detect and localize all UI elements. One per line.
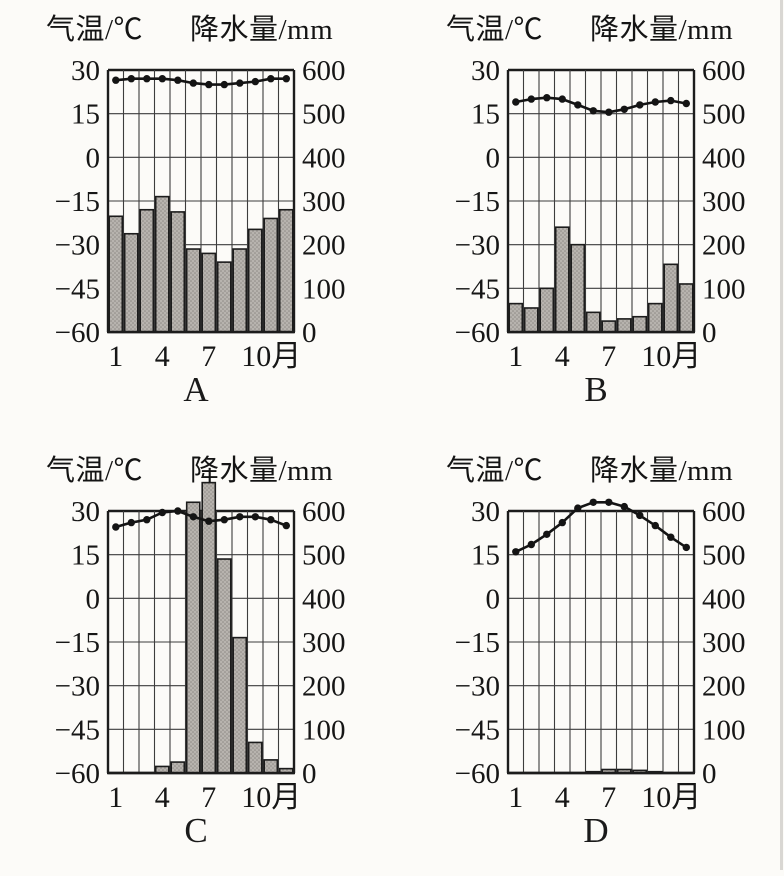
- svg-text:15: 15: [71, 540, 100, 572]
- svg-text:30: 30: [71, 496, 100, 528]
- svg-text:7: 7: [601, 781, 616, 814]
- svg-text:600: 600: [302, 55, 346, 87]
- temp-axis-label: 气温/℃: [46, 455, 144, 487]
- svg-text:400: 400: [302, 142, 346, 174]
- svg-text:−60: −60: [455, 317, 500, 349]
- svg-text:15: 15: [71, 99, 100, 131]
- svg-text:−60: −60: [55, 317, 100, 349]
- svg-text:0: 0: [302, 317, 317, 349]
- svg-text:0: 0: [486, 583, 501, 615]
- chart-caption-c: C: [184, 811, 208, 850]
- svg-text:0: 0: [86, 583, 101, 615]
- precip-axis-label: 降水量/mm: [590, 14, 734, 46]
- svg-text:10月: 10月: [641, 781, 701, 814]
- scan-edge-artifact: [780, 0, 783, 870]
- svg-text:4: 4: [555, 340, 570, 373]
- precip-axis-label: 降水量/mm: [590, 455, 734, 487]
- svg-text:1: 1: [508, 781, 523, 814]
- climograph-A: 30 15 0 −15 −30 −45 −60 600 500 400 300 200 100 0 1 4 7 1…: [0, 0, 392, 435]
- svg-text:10月: 10月: [641, 340, 701, 373]
- svg-text:30: 30: [471, 496, 500, 528]
- svg-text:0: 0: [86, 142, 101, 174]
- svg-text:200: 200: [302, 230, 346, 262]
- svg-text:400: 400: [702, 583, 746, 615]
- climograph-D-plot: 30 15 0 −15 −30 −45 −60 600 500 400 300 200 100 0 1 4 7 1…: [455, 496, 746, 814]
- svg-text:30: 30: [71, 55, 100, 87]
- svg-text:30: 30: [471, 55, 500, 87]
- svg-text:600: 600: [702, 55, 746, 87]
- svg-text:0: 0: [702, 758, 717, 790]
- svg-text:−15: −15: [455, 627, 500, 659]
- svg-text:−45: −45: [455, 714, 500, 746]
- svg-text:0: 0: [702, 317, 717, 349]
- svg-text:600: 600: [702, 496, 746, 528]
- svg-text:−15: −15: [55, 186, 100, 218]
- svg-text:500: 500: [302, 99, 346, 131]
- svg-text:4: 4: [155, 340, 170, 373]
- climograph-C: 30 15 0 −15 −30 −45 −60 600 500 400 300 200 100 0 1 4 7 1…: [0, 441, 392, 876]
- svg-text:7: 7: [601, 340, 616, 373]
- svg-text:−60: −60: [55, 758, 100, 790]
- chart-caption-d: D: [583, 811, 609, 850]
- svg-text:−45: −45: [455, 273, 500, 305]
- svg-text:7: 7: [201, 340, 216, 373]
- svg-text:−30: −30: [55, 671, 100, 703]
- svg-text:10月: 10月: [241, 781, 301, 814]
- climograph-C-plot: 30 15 0 −15 −30 −45 −60 600 500 400 300 200 100 0 1 4 7 1…: [55, 481, 346, 814]
- svg-text:300: 300: [702, 627, 746, 659]
- svg-text:−30: −30: [455, 230, 500, 262]
- svg-text:−15: −15: [455, 186, 500, 218]
- svg-text:1: 1: [108, 781, 123, 814]
- svg-text:300: 300: [302, 186, 346, 218]
- svg-text:400: 400: [702, 142, 746, 174]
- svg-text:−15: −15: [55, 627, 100, 659]
- temp-axis-label: 气温/℃: [46, 14, 144, 46]
- svg-text:0: 0: [302, 758, 317, 790]
- svg-text:400: 400: [302, 583, 346, 615]
- climograph-A-plot: 30 15 0 −15 −30 −45 −60 600 500 400 300 200 100 0 1 4 7 1…: [55, 55, 346, 373]
- svg-text:−30: −30: [55, 230, 100, 262]
- svg-text:500: 500: [702, 540, 746, 572]
- svg-text:−45: −45: [55, 714, 100, 746]
- svg-text:200: 200: [702, 671, 746, 703]
- chart-caption-b: B: [584, 370, 608, 409]
- svg-text:0: 0: [486, 142, 501, 174]
- svg-text:100: 100: [302, 714, 346, 746]
- svg-text:7: 7: [201, 781, 216, 814]
- climograph-B: 30 15 0 −15 −30 −45 −60 600 500 400 300 200 100 0 1 4 7 1…: [400, 0, 784, 435]
- svg-text:−45: −45: [55, 273, 100, 305]
- svg-text:100: 100: [302, 273, 346, 305]
- svg-text:600: 600: [302, 496, 346, 528]
- precip-axis-label: 降水量/mm: [190, 455, 334, 487]
- svg-text:−30: −30: [455, 671, 500, 703]
- svg-text:15: 15: [471, 540, 500, 572]
- svg-text:300: 300: [702, 186, 746, 218]
- svg-text:500: 500: [702, 99, 746, 131]
- svg-text:100: 100: [702, 714, 746, 746]
- svg-text:200: 200: [302, 671, 346, 703]
- svg-text:300: 300: [302, 627, 346, 659]
- svg-text:500: 500: [302, 540, 346, 572]
- chart-caption-a: A: [183, 370, 209, 409]
- svg-text:1: 1: [508, 340, 523, 373]
- svg-text:100: 100: [702, 273, 746, 305]
- svg-text:4: 4: [555, 781, 570, 814]
- svg-text:15: 15: [471, 99, 500, 131]
- climograph-D: 30 15 0 −15 −30 −45 −60 600 500 400 300 200 100 0 1 4 7 1…: [400, 441, 784, 876]
- svg-text:−60: −60: [455, 758, 500, 790]
- svg-text:4: 4: [155, 781, 170, 814]
- temp-axis-label: 气温/℃: [446, 14, 544, 46]
- svg-text:10月: 10月: [241, 340, 301, 373]
- precip-axis-label: 降水量/mm: [190, 14, 334, 46]
- climograph-B-plot: 30 15 0 −15 −30 −45 −60 600 500 400 300 200 100 0 1 4 7 1…: [455, 55, 746, 373]
- svg-text:200: 200: [702, 230, 746, 262]
- svg-text:1: 1: [108, 340, 123, 373]
- temp-axis-label: 气温/℃: [446, 455, 544, 487]
